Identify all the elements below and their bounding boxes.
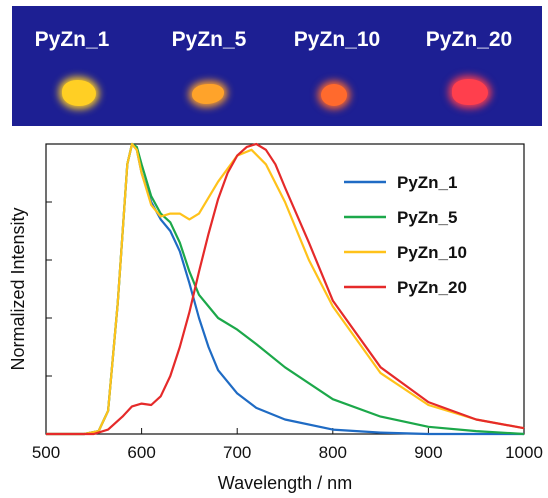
- x-axis-label: Wavelength / nm: [218, 473, 352, 493]
- emission-spectrum-chart: 500 600 700 800 900 1000 PyZn_1PyZn_5PyZn_10P…: [8, 142, 543, 493]
- x-axis-ticks: 500 600 700 800 900 1000: [32, 428, 543, 462]
- y-axis-ticks: [46, 143, 52, 377]
- y-axis-label: Normalized Intensity: [8, 207, 28, 370]
- x-tick-label: 1000: [505, 443, 543, 462]
- legend-label: PyZn_1: [397, 173, 457, 192]
- series-line-pyzn-20: [46, 142, 525, 436]
- sample-photo: PyZn_1 PyZn_5 PyZn_10 PyZn_20: [12, 6, 542, 126]
- x-tick-label: 900: [414, 443, 442, 462]
- sample-spot-pyzn-1: [62, 80, 96, 106]
- x-tick-label: 600: [127, 443, 155, 462]
- sample-label-pyzn-20: PyZn_20: [425, 28, 513, 51]
- x-tick-label: 700: [223, 443, 251, 462]
- series-line-pyzn-10: [46, 142, 525, 436]
- x-tick-label: 500: [32, 443, 60, 462]
- sample-spot-pyzn-10: [321, 84, 347, 106]
- series-lines: [46, 142, 525, 436]
- sample-label-pyzn-5: PyZn_5: [171, 28, 247, 51]
- sample-label-pyzn-1: PyZn_1: [34, 28, 110, 51]
- sample-spot-pyzn-5: [192, 84, 224, 104]
- plot-frame: [45, 143, 525, 435]
- legend-label: PyZn_10: [397, 243, 467, 262]
- legend-label: PyZn_20: [397, 278, 467, 297]
- sample-spot-pyzn-20: [452, 79, 488, 105]
- legend-label: PyZn_5: [397, 208, 457, 227]
- x-tick-label: 800: [319, 443, 347, 462]
- legend: PyZn_1 PyZn_5 PyZn_10 PyZn_20: [344, 173, 467, 297]
- sample-label-pyzn-10: PyZn_10: [293, 28, 381, 51]
